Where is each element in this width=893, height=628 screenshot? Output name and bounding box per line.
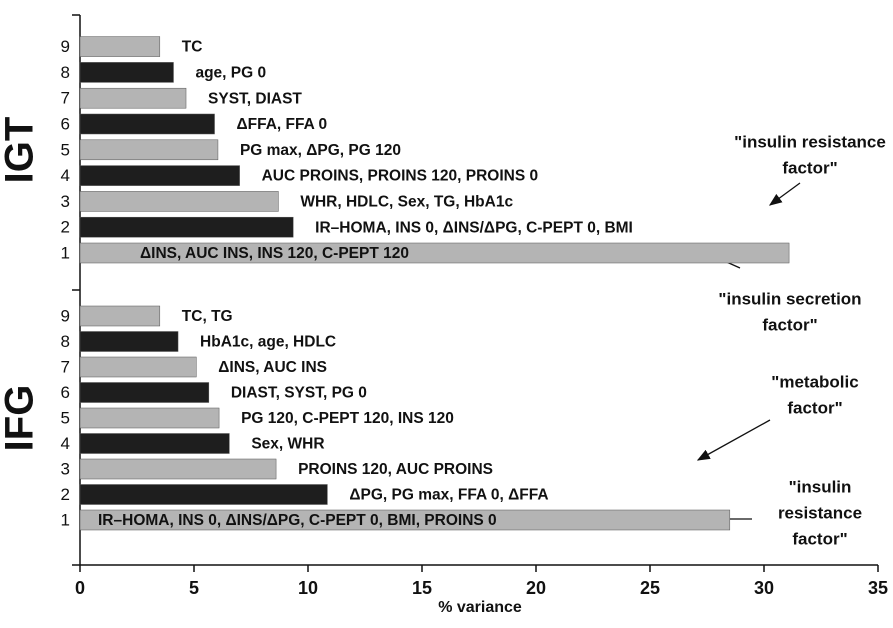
y-tick-label: 6 — [61, 383, 70, 402]
bar-label: age, PG 0 — [195, 64, 266, 81]
bar — [79, 484, 328, 505]
x-tick-label: 35 — [868, 578, 888, 598]
y-tick-label: 1 — [61, 243, 70, 262]
bar — [79, 509, 731, 531]
x-tick-label: 5 — [189, 578, 199, 598]
y-tick-label: 1 — [61, 510, 70, 529]
panel-label: IGT — [0, 117, 42, 184]
annotation: "insulin — [789, 477, 852, 496]
bar-label: DIAST, SYST, PG 0 — [231, 385, 367, 402]
y-tick-label: 4 — [61, 434, 70, 453]
bar-label: IR–HOMA, INS 0, ΔINS/ΔPG, C-PEPT 0, BMI — [315, 219, 633, 236]
arrow — [696, 419, 771, 461]
bar — [79, 62, 174, 83]
annotation: factor" — [782, 158, 837, 177]
annotation: "metabolic — [771, 372, 858, 391]
x-tick-label: 30 — [754, 578, 774, 598]
bar-label: HbA1c, age, HDLC — [200, 334, 336, 351]
y-tick-label: 7 — [61, 357, 70, 376]
y-tick-label: 2 — [61, 218, 70, 237]
bar — [79, 458, 277, 480]
panel-label: IFG — [0, 385, 42, 452]
bar — [79, 305, 161, 327]
x-tick-label: 20 — [526, 578, 546, 598]
x-tick-label: 10 — [298, 578, 318, 598]
bar — [79, 113, 215, 135]
bar-label: PG 120, C-PEPT 120, INS 120 — [241, 410, 454, 427]
annotation: "insulin resistance — [734, 132, 886, 151]
bar — [79, 407, 220, 429]
annotation: factor" — [787, 398, 842, 417]
y-tick-label: 9 — [61, 37, 70, 56]
bar-label: TC, TG — [182, 308, 233, 325]
y-tick-label: 7 — [61, 89, 70, 108]
y-tick-label: 5 — [61, 408, 70, 427]
bar-label: ΔPG, PG max, FFA 0, ΔFFA — [349, 487, 548, 504]
bar — [79, 331, 179, 352]
x-tick-label: 0 — [75, 578, 85, 598]
y-tick-label: 5 — [61, 140, 70, 159]
x-tick-label: 15 — [412, 578, 432, 598]
bar — [79, 433, 230, 454]
y-tick-label: 4 — [61, 166, 70, 185]
y-tick-label: 8 — [61, 332, 70, 351]
bar — [79, 87, 187, 109]
bar-label: IR–HOMA, INS 0, ΔINS/ΔPG, C-PEPT 0, BMI,… — [98, 512, 497, 529]
y-tick-label: 3 — [61, 192, 70, 211]
bar-label: ΔINS, AUC INS, INS 120, C-PEPT 120 — [140, 245, 409, 262]
bar — [79, 242, 790, 264]
bar-label: Sex, WHR — [251, 436, 324, 453]
bar — [79, 382, 210, 403]
bar-label: PROINS 120, AUC PROINS — [298, 461, 493, 478]
bar — [79, 356, 197, 378]
bar — [79, 165, 240, 186]
x-tick-label: 25 — [640, 578, 660, 598]
y-tick-label: 9 — [61, 306, 70, 325]
x-axis-label: % variance — [438, 599, 522, 616]
annotation: factor" — [792, 529, 847, 548]
y-tick-label: 6 — [61, 114, 70, 133]
bar-label: ΔFFA, FFA 0 — [237, 116, 328, 133]
bar-label: SYST, DIAST — [208, 90, 302, 107]
bar — [79, 191, 279, 212]
annotation: resistance — [778, 503, 862, 522]
annotation: factor" — [762, 315, 817, 334]
arrow — [768, 182, 801, 206]
bar-label: WHR, HDLC, Sex, TG, HbA1c — [300, 193, 513, 210]
bar-label: PG max, ΔPG, PG 120 — [240, 142, 401, 159]
bar — [79, 36, 161, 57]
y-tick-label: 3 — [61, 459, 70, 478]
y-tick-label: 2 — [61, 485, 70, 504]
bar — [79, 216, 294, 238]
bar — [79, 139, 219, 161]
bar-label: ΔINS, AUC INS — [218, 359, 327, 376]
bar-label: TC — [182, 39, 203, 56]
annotation: "insulin secretion — [718, 289, 861, 308]
y-tick-label: 8 — [61, 63, 70, 82]
bar-label: AUC PROINS, PROINS 120, PROINS 0 — [262, 168, 538, 185]
